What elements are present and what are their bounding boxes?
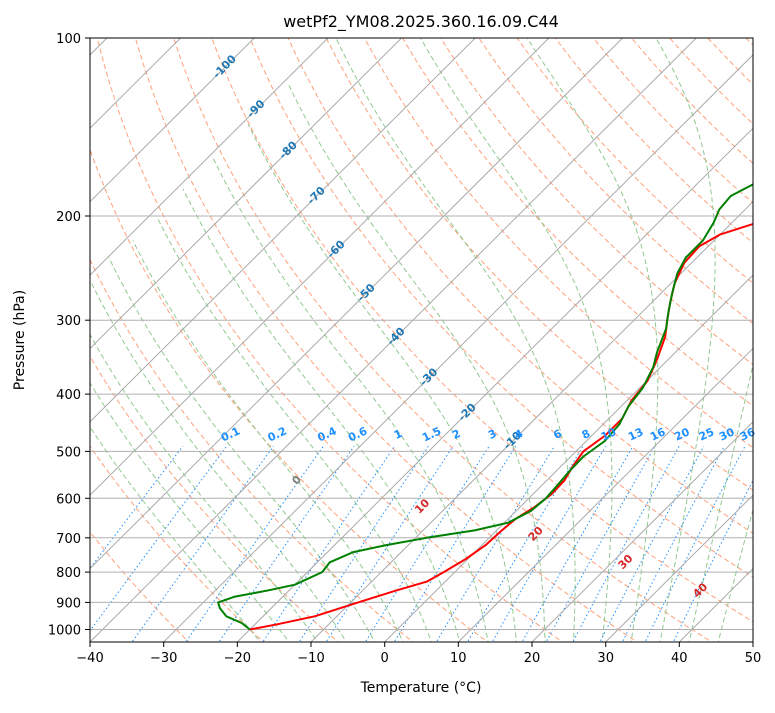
x-tick-label: 40 (671, 651, 688, 666)
chart-title: wetPf2_YM08.2025.360.16.09.C44 (283, 12, 559, 32)
y-tick-label: 800 (56, 566, 81, 581)
y-tick-label: 600 (56, 492, 81, 507)
isotherm (751, 25, 775, 645)
y-tick-label: 200 (56, 210, 81, 225)
y-tick-label: 1000 (48, 624, 81, 639)
x-tick-label: 10 (450, 651, 467, 666)
x-tick-label: 30 (597, 651, 614, 666)
y-tick-label: 400 (56, 388, 81, 403)
x-axis-ticks: −40 −30 −20 −10 0 10 20 30 40 50 (76, 642, 761, 666)
y-tick-label: 100 (56, 32, 81, 47)
x-tick-label: −10 (297, 651, 324, 666)
x-axis-label: Temperature (°C) (360, 680, 482, 696)
y-tick-label: 300 (56, 314, 81, 329)
x-tick-label: 20 (524, 651, 541, 666)
y-tick-label: 900 (56, 596, 81, 611)
y-tick-label: 500 (56, 445, 81, 460)
x-tick-label: −20 (224, 651, 251, 666)
y-axis-ticks: 100 200 300 400 500 600 700 800 900 1000 (48, 32, 90, 639)
x-tick-label: −30 (150, 651, 177, 666)
y-tick-label: 700 (56, 532, 81, 547)
x-tick-label: 0 (381, 651, 389, 666)
x-tick-label: 50 (745, 651, 762, 666)
y-axis-label: Pressure (hPa) (12, 290, 28, 390)
x-tick-label: −40 (76, 651, 103, 666)
